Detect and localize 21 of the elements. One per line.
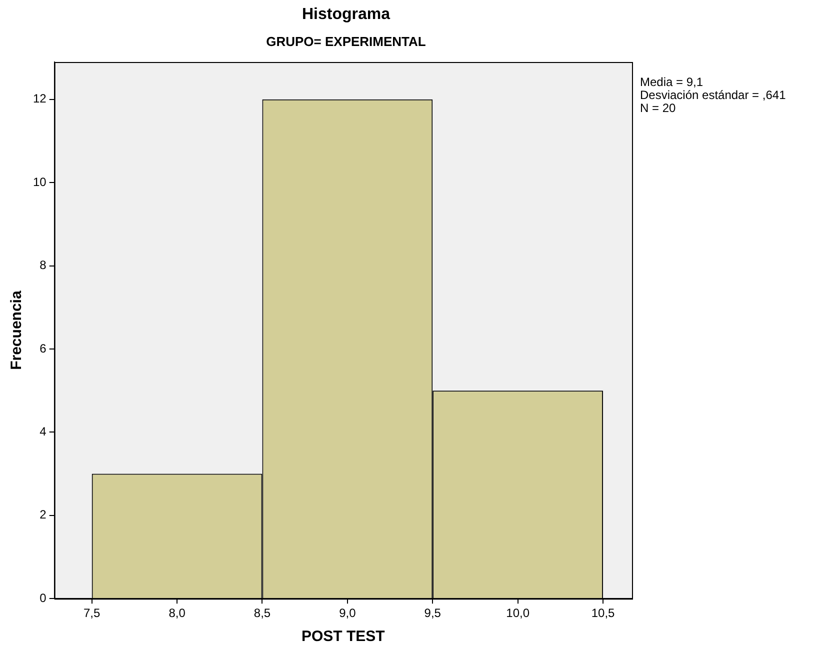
y-tick-label: 10 (32, 174, 47, 189)
x-tick-label: 10,0 (506, 606, 530, 620)
x-tick-label: 9,5 (424, 606, 442, 620)
y-tick-label: 2 (40, 508, 47, 522)
y-tick-label: 4 (40, 424, 47, 439)
x-axis-title: POST TEST (302, 628, 385, 646)
y-tick-label: 12 (32, 92, 47, 106)
text: Media = 9,1 (640, 75, 704, 89)
x-tick-label: 9,0 (339, 606, 356, 620)
y-tick-label: 0 (40, 590, 47, 605)
chart-subtitle: GRUPO= EXPERIMENTAL (265, 34, 427, 49)
y-tick-label: 6 (40, 341, 47, 356)
y-tick-label: 8 (40, 258, 47, 272)
text: Desviación estándar = ,641 (640, 88, 786, 102)
x-tick-label: 8,0 (168, 606, 186, 620)
x-tick-label: 10,5 (591, 606, 616, 620)
chart-title: Histograma (300, 6, 392, 24)
y-axis-title: Frecuencia (8, 290, 26, 370)
x-tick-label: 8,5 (254, 606, 271, 620)
x-tick-label: 7,5 (83, 606, 100, 620)
text: N = 20 (640, 101, 677, 115)
